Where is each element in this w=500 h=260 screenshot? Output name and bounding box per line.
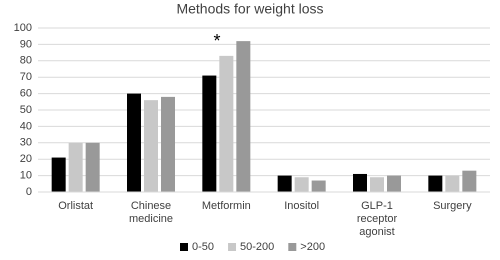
x-tick-label: Surgery	[433, 200, 472, 212]
bar	[370, 177, 384, 192]
y-tick-label: 90	[20, 38, 32, 50]
x-tick-label: GLP-1 receptor agonist	[357, 200, 398, 238]
y-tick-label: 30	[20, 137, 32, 149]
x-tick-label: Chinese medicine	[129, 200, 173, 225]
y-tick-label: 0	[26, 186, 32, 198]
bar	[353, 173, 367, 192]
bar	[68, 142, 83, 192]
bar	[51, 157, 66, 192]
x-tick-label: Metformin	[202, 200, 251, 212]
bar	[294, 177, 309, 192]
legend-swatch	[288, 243, 297, 251]
y-tick-label: 50	[20, 104, 32, 116]
y-tick-label: 40	[20, 120, 32, 132]
x-tick-label: Inositol	[284, 200, 319, 212]
annotation: *	[213, 31, 220, 51]
y-tick-label: 100	[14, 22, 32, 34]
y-tick-label: 20	[20, 153, 32, 165]
y-tick-label: 70	[20, 71, 32, 83]
bar	[127, 93, 141, 192]
bar	[219, 55, 234, 192]
y-tick-label: 80	[20, 55, 32, 67]
legend-label: 0-50	[192, 241, 214, 253]
bar	[161, 96, 175, 192]
bar	[277, 175, 292, 192]
legend-swatch	[180, 243, 188, 251]
chart-title: Methods for weight loss	[176, 1, 323, 17]
bar	[428, 175, 443, 192]
bar	[311, 180, 326, 192]
legend-swatch	[228, 243, 237, 251]
bar	[144, 100, 158, 192]
bar	[445, 175, 460, 192]
legend-label: >200	[300, 241, 325, 253]
bar	[85, 142, 100, 192]
x-tick-label: Orlistat	[58, 200, 93, 212]
bar	[462, 170, 477, 192]
y-tick-label: 60	[20, 88, 32, 100]
bar	[202, 75, 217, 192]
legend-label: 50-200	[240, 241, 274, 253]
y-tick-label: 10	[20, 170, 32, 182]
bar	[387, 175, 401, 192]
bar	[236, 41, 251, 193]
